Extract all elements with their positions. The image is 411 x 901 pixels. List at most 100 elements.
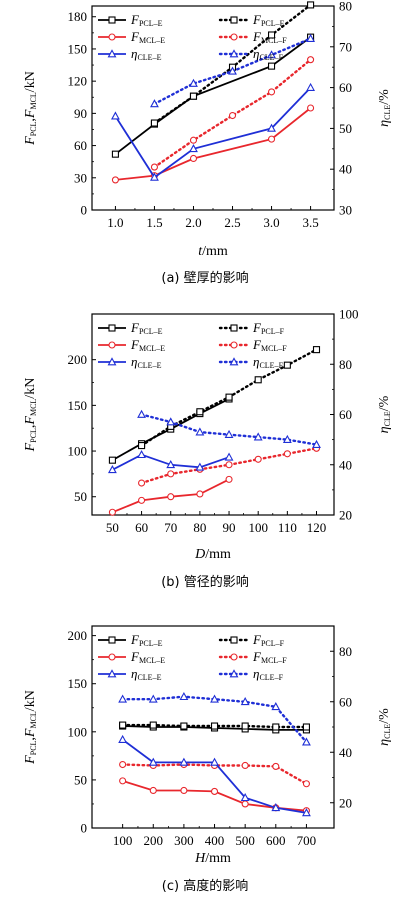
plot-frame xyxy=(91,5,335,211)
label-part: CLE xyxy=(383,724,392,739)
x-tick-label: 50 xyxy=(106,520,119,535)
data-point xyxy=(271,803,281,812)
label-part: CLE–E xyxy=(137,361,161,370)
legend-label: FMCL–F xyxy=(252,29,287,45)
data-point xyxy=(118,734,128,743)
label-part: F xyxy=(23,442,38,452)
label-part: PCL–F xyxy=(261,639,285,648)
y-tick-label: 120 xyxy=(68,74,88,89)
data-point xyxy=(166,417,176,426)
label-part: /% xyxy=(377,89,392,105)
label-part: MCL–F xyxy=(261,344,287,353)
legend-label: FMCL–F xyxy=(252,337,287,353)
legend-marker xyxy=(229,49,239,58)
label-part: PCL–F xyxy=(261,19,285,28)
label-part: CLE xyxy=(383,105,392,120)
label-part: CLE–F xyxy=(259,53,283,62)
plot-frame xyxy=(91,313,335,516)
legend-marker xyxy=(107,49,117,58)
legend-label: ηCLE–E xyxy=(131,46,162,62)
label-part: CLE–F xyxy=(259,673,283,682)
series-line-η_CLE-F xyxy=(121,695,308,744)
y-tick-label: 150 xyxy=(68,41,88,56)
x-axis-label: H/mm xyxy=(194,851,231,866)
data-point xyxy=(267,135,276,143)
chart-caption: (c) 高度的影响 xyxy=(162,878,248,894)
data-point xyxy=(306,33,316,42)
y-tick-label: 50 xyxy=(74,772,87,787)
chart-1: 1.0 1.5 2.0 2.5 3.0 3.5 0 30 60 90 120 150 180 30 40 50… xyxy=(23,0,392,286)
label-part: η xyxy=(253,666,259,681)
label-part: , xyxy=(23,737,38,741)
legend-marker xyxy=(108,16,116,24)
data-point xyxy=(302,808,311,817)
data-point xyxy=(210,787,219,795)
data-point xyxy=(272,762,280,770)
data-point xyxy=(307,104,315,112)
legend-marker xyxy=(229,357,239,366)
label-part: , xyxy=(23,425,38,429)
data-point xyxy=(307,1,315,9)
data-point xyxy=(306,82,316,91)
y-tick-label: 0 xyxy=(81,821,88,836)
x-tick-label: 200 xyxy=(144,833,164,848)
data-point xyxy=(196,490,204,498)
data-point xyxy=(241,761,249,770)
label-part: CLE–E xyxy=(137,673,161,682)
label-part: PCL xyxy=(29,121,38,136)
legend-marker xyxy=(230,324,238,332)
data-point xyxy=(108,456,116,464)
x-tick-label: 300 xyxy=(174,833,194,848)
y2-tick-label: 60 xyxy=(339,80,352,95)
data-point xyxy=(302,723,310,731)
data-point xyxy=(150,163,159,171)
legend-marker xyxy=(230,636,238,644)
y2-tick-label: 80 xyxy=(339,0,352,14)
data-point xyxy=(138,496,146,504)
legend-label: FMCL–E xyxy=(130,337,165,353)
data-point xyxy=(240,792,250,802)
x-tick-label: 120 xyxy=(307,520,327,535)
y-tick-label: 0 xyxy=(81,203,88,218)
x-tick-label: 2.5 xyxy=(224,215,240,230)
y-tick-label: 60 xyxy=(74,138,87,153)
y2-tick-label: 50 xyxy=(339,121,352,136)
data-point xyxy=(267,88,276,96)
y2-tick-label: 60 xyxy=(339,694,352,709)
data-point xyxy=(189,144,198,153)
y-tick-label: 90 xyxy=(74,106,87,121)
data-point xyxy=(138,479,146,487)
y2-tick-label: 70 xyxy=(339,39,352,54)
label-part: F xyxy=(130,29,140,44)
label-part: CLE–F xyxy=(259,361,283,370)
y2-tick-label: 80 xyxy=(339,357,352,372)
y2-axis-label: ηCLE/% xyxy=(377,89,392,127)
x-tick-label: 90 xyxy=(223,520,236,535)
legend-marker xyxy=(230,33,238,41)
series-line-F_MCL-F xyxy=(153,58,312,169)
data-point xyxy=(149,721,157,729)
data-point xyxy=(150,172,159,181)
x-tick-label: 600 xyxy=(266,833,286,848)
x-axis-label: t/mm xyxy=(198,244,228,259)
data-point xyxy=(179,691,189,701)
data-point xyxy=(189,78,198,87)
data-point xyxy=(108,508,116,516)
legend-label: FMCL–F xyxy=(252,649,287,665)
label-part: PCL–E xyxy=(139,19,163,28)
label-part: /kN xyxy=(23,71,38,92)
data-point xyxy=(267,123,276,132)
legend-label: FPCL–E xyxy=(130,12,163,28)
label-part: F xyxy=(252,632,262,647)
legend-marker xyxy=(108,636,116,644)
label-part: D xyxy=(194,547,205,562)
y2-tick-label: 40 xyxy=(339,457,352,472)
y-tick-label: 50 xyxy=(74,489,87,504)
legend-marker xyxy=(108,33,116,41)
y2-tick-label: 40 xyxy=(339,162,352,177)
label-part: F xyxy=(130,649,140,664)
legend-marker xyxy=(230,16,238,24)
label-part: F xyxy=(252,29,262,44)
y2-tick-label: 40 xyxy=(339,745,352,760)
